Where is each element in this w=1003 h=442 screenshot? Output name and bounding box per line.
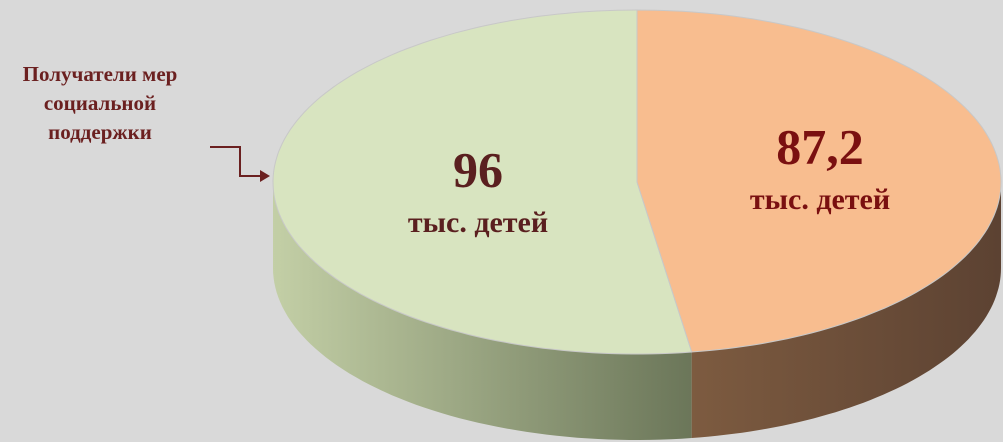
slice	[272, 9, 693, 355]
value-label: 87,2	[776, 118, 864, 174]
arrow-line	[210, 146, 262, 177]
annotation: Получатели мер социальной поддержки	[22, 62, 178, 144]
slice-side	[691, 182, 1001, 438]
unit-label: тыс. детей	[408, 206, 548, 239]
slice	[636, 9, 1002, 353]
unit-label: тыс. детей	[750, 183, 890, 216]
arrow-head	[260, 170, 270, 182]
slice-side	[273, 182, 692, 440]
value-label: 96	[453, 141, 503, 197]
